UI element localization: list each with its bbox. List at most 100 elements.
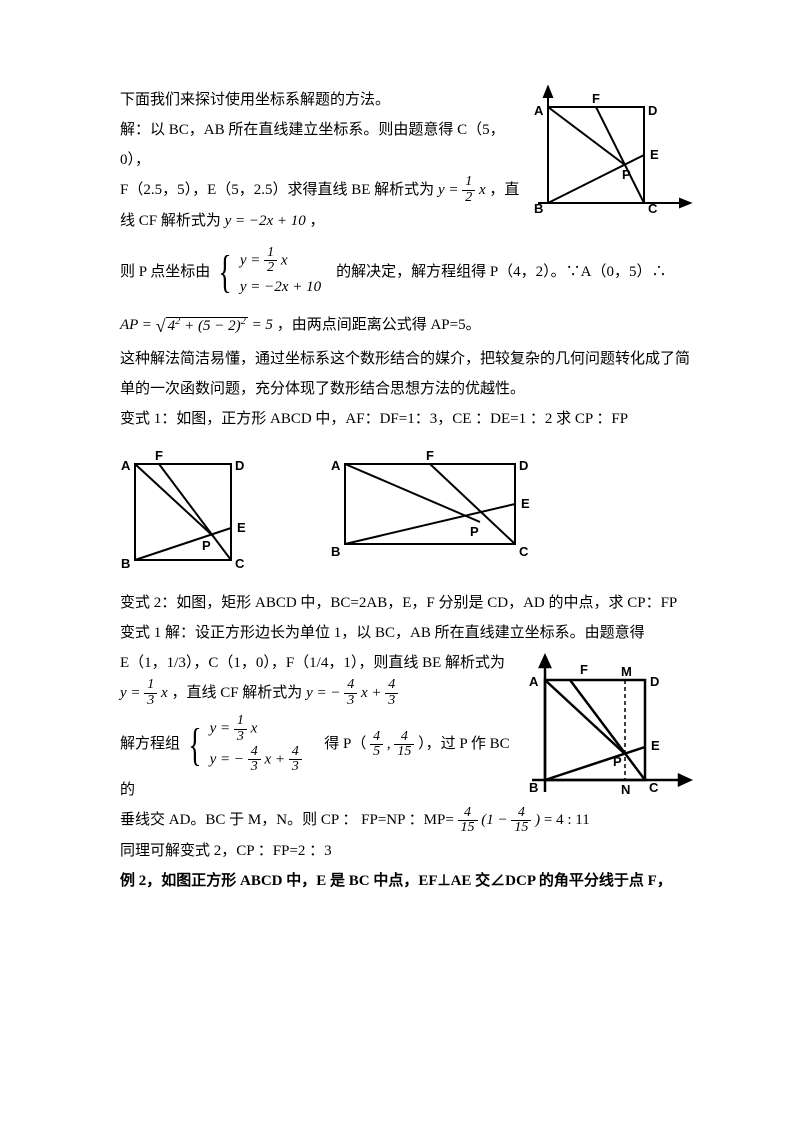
text: 1	[462, 175, 475, 191]
text: x	[479, 182, 486, 198]
text: 得 P（	[324, 736, 366, 752]
text: ，直	[489, 182, 519, 198]
text: 下面我们来探讨使用坐标系解题的方法。	[120, 92, 390, 108]
text: y =	[438, 182, 459, 198]
text: 垂线交 AD。BC 于 M，N。则 CP ： FP=NP ：MP=	[120, 812, 454, 828]
paragraph-example-2: 例 2，如图正方形 ABCD 中，E 是 BC 中点，EF⊥AE 交∠DCP 的…	[120, 866, 700, 896]
text: 解：以 BC，AB 所在直线建立坐标系。则由题意得 C（5，0），	[120, 122, 505, 168]
text: AP =	[120, 317, 156, 333]
fig2-label-D: D	[235, 458, 244, 473]
text: 变式 1 解：设正方形边长为单位 1，以 BC，AB 所在直线建立坐标系。由题意…	[120, 625, 645, 641]
fig1-label-B: B	[534, 201, 543, 215]
text: = 5	[252, 317, 273, 333]
text: 则 P 点坐标由	[120, 264, 210, 280]
text: y =	[210, 721, 234, 737]
text: 4	[370, 730, 383, 746]
fig1-label-E: E	[650, 147, 659, 162]
text: ，由两点间距离公式得 AP=5。	[277, 317, 481, 333]
fig3-label-F: F	[426, 448, 434, 463]
text: y = −	[210, 751, 248, 767]
text: 3	[144, 694, 157, 709]
text: 3	[289, 760, 302, 775]
text: x	[251, 721, 258, 737]
fig4-label-N: N	[621, 782, 630, 797]
text: 4	[248, 745, 261, 761]
text: E（1，1/3），C（1，0），F（1/4，1），则直线 BE 解析式为	[120, 655, 505, 671]
fig2-label-B: B	[121, 556, 130, 571]
text: 变式 2：如图，矩形 ABCD 中，BC=2AB，E，F 分别是 CD，AD 的…	[120, 595, 677, 611]
text: 4	[458, 806, 478, 822]
text: 线 CF 解析式为	[120, 213, 225, 229]
fig1-label-P: P	[622, 167, 631, 182]
formula-be2: y = 13 x	[120, 685, 171, 701]
page: A B C D E F P 下面我们来探讨使用坐标系解题的方法。 解：以 BC，…	[0, 0, 800, 1132]
fig4-label-P: P	[613, 754, 622, 769]
fig3-label-P: P	[470, 524, 479, 539]
text: = 4 : 11	[544, 812, 590, 828]
text: 15	[394, 745, 414, 760]
text: 1	[264, 246, 277, 262]
text: 2	[462, 191, 475, 206]
fig2-svg: A B C D E F P	[120, 444, 270, 574]
fig1-svg: A B C D E F P	[530, 85, 700, 215]
fig3-label-C: C	[519, 544, 529, 559]
figure-1: A B C D E F P	[530, 85, 700, 215]
paragraph: 变式 2：如图，矩形 ABCD 中，BC=2AB，E，F 分别是 CD，AD 的…	[120, 588, 700, 618]
text: y = −	[306, 685, 340, 701]
text: 变式 1：如图，正方形 ABCD 中，AF：DF=1：3，CE ：DE=1 ：2…	[120, 411, 628, 427]
equation-system-1: { y = 12 x y = −2x + 10	[214, 246, 321, 299]
formula-ratio: 415 (1 − 415 )	[458, 812, 544, 828]
fig2-label-P: P	[202, 538, 211, 553]
fig2-label-A: A	[121, 458, 131, 473]
text: 5	[370, 745, 383, 760]
fig4-label-D: D	[650, 674, 659, 689]
fig4-label-E: E	[651, 738, 660, 753]
paragraph: 变式 1：如图，正方形 ABCD 中，AF：DF=1：3，CE ：DE=1 ：2…	[120, 404, 700, 434]
text: 15	[458, 821, 478, 836]
paragraph: 则 P 点坐标由 { y = 12 x y = −2x + 10 的解决定，解方…	[120, 246, 700, 299]
equation-system-2: { y = 13 x y = − 43 x + 43	[184, 714, 302, 775]
text: 4	[394, 730, 414, 746]
fig2-label-E: E	[237, 520, 246, 535]
text: y = −2x + 10	[240, 276, 321, 299]
fig1-label-C: C	[648, 201, 658, 215]
formula-cf2: y = − 43 x + 43	[306, 685, 398, 701]
text: ,	[387, 736, 395, 752]
paragraph: 同理可解变式 2，CP ：FP=2 ：3	[120, 836, 700, 866]
text: y =	[120, 685, 144, 701]
fig3-label-A: A	[331, 458, 341, 473]
fig3-label-B: B	[331, 544, 340, 559]
text: F（2.5，5），E（5，2.5）求得直线 BE 解析式为	[120, 182, 438, 198]
paragraph: 这种解法简洁易懂，通过坐标系这个数形结合的媒介，把较复杂的几何问题转化成了简单的…	[120, 344, 700, 404]
text: x	[161, 685, 168, 701]
fig1-label-F: F	[592, 91, 600, 106]
figure-4: A B C D E F P M N	[520, 652, 700, 802]
text: 例 2，如图正方形 ABCD 中，E 是 BC 中点，EF⊥AE 交∠DCP 的…	[120, 873, 672, 889]
text: 3	[344, 694, 357, 709]
figure-row: A B C D E F P A	[120, 444, 700, 574]
text: y =	[240, 252, 264, 268]
text: 2	[264, 261, 277, 276]
text: ，直线 CF 解析式为	[171, 685, 306, 701]
fig4-label-F: F	[580, 662, 588, 677]
formula-ap: AP = √42 + (5 − 2)2 = 5	[120, 317, 277, 333]
formula-be: y = 12 x	[438, 182, 489, 198]
text: 15	[511, 821, 531, 836]
text: 这种解法简洁易懂，通过坐标系这个数形结合的媒介，把较复杂的几何问题转化成了简单的…	[120, 351, 690, 397]
text: x +	[265, 751, 289, 767]
paragraph: 变式 1 解：设正方形边长为单位 1，以 BC，AB 所在直线建立坐标系。由题意…	[120, 618, 700, 648]
fig3-label-E: E	[521, 496, 530, 511]
text: 1	[234, 714, 247, 730]
text: x +	[361, 685, 385, 701]
fig3-label-D: D	[519, 458, 528, 473]
fig1-label-A: A	[534, 103, 544, 118]
fig2-label-F: F	[155, 448, 163, 463]
text: 3	[248, 760, 261, 775]
fig4-label-A: A	[529, 674, 539, 689]
fig1-label-D: D	[648, 103, 657, 118]
fig3-svg: A B C D E F P	[330, 444, 540, 564]
formula-cf: y = −2x + 10	[225, 213, 306, 229]
paragraph: 垂线交 AD。BC 于 M，N。则 CP ： FP=NP ：MP= 415 (1…	[120, 805, 700, 836]
figure-2: A B C D E F P	[120, 444, 270, 574]
formula-p-coord: 45 , 415	[370, 736, 418, 752]
